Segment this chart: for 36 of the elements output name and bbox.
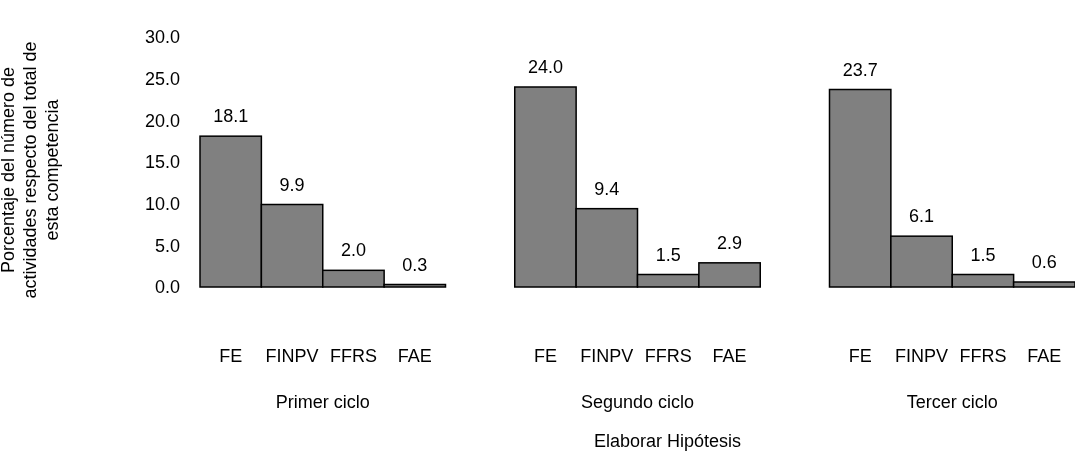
x-tick-label: FINPV	[895, 346, 949, 366]
x-tick-label: FAE	[397, 346, 432, 366]
data-label: 6.1	[909, 206, 935, 227]
data-label: 9.9	[279, 174, 305, 195]
data-label: 18.1	[213, 106, 249, 127]
x-tick-label: FINPV	[580, 346, 634, 366]
x-tick-label: FE	[848, 346, 872, 366]
y-tick-label: 15.0	[144, 152, 180, 173]
text: Primer ciclo	[275, 392, 370, 412]
y-axis-title: Porcentaje del número de actividades respecto del total de esta competencia	[0, 41, 62, 299]
data-label: 1.5	[970, 244, 996, 265]
x-tick-label: FINPV	[265, 346, 319, 366]
text: Segundo ciclo	[580, 392, 695, 412]
x-tick-label: FAE	[712, 346, 747, 366]
y-tick-label: 30.0	[144, 27, 180, 48]
x-tick-label: FFRS	[329, 346, 377, 366]
data-label: 1.5	[655, 244, 681, 265]
y-tick-label: 10.0	[144, 193, 180, 214]
data-label: 2.9	[717, 232, 743, 253]
x-tick-label: FFRS	[644, 346, 692, 366]
y-tick-label: 25.0	[144, 68, 180, 89]
x-axis-title: Elaborar Hipótesis	[593, 431, 742, 451]
data-label: 0.3	[402, 254, 428, 275]
y-tick-label: 0.0	[154, 277, 180, 298]
data-label: 0.6	[1031, 252, 1057, 272]
data-label: 2.0	[340, 240, 366, 261]
x-tick-label: FFRS	[959, 346, 1007, 366]
x-tick-label: FE	[533, 346, 557, 366]
text: Tercer ciclo	[906, 392, 998, 412]
data-label: 24.0	[527, 57, 563, 77]
y-tick-label: 5.0	[154, 235, 180, 256]
x-tick-label: FAE	[1027, 346, 1062, 366]
y-tick-label: 20.0	[144, 110, 180, 131]
data-label: 23.7	[842, 59, 878, 80]
data-label: 9.4	[594, 178, 620, 199]
x-tick-label: FE	[219, 346, 243, 366]
